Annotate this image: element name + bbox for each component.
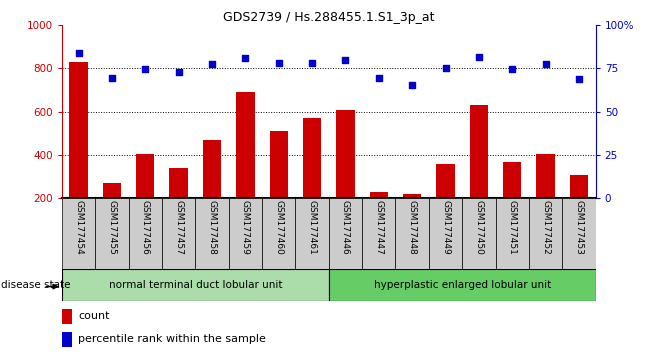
Bar bbox=[62, 309, 72, 324]
Bar bbox=[370, 192, 388, 198]
Text: percentile rank within the sample: percentile rank within the sample bbox=[78, 335, 266, 344]
Bar bbox=[70, 62, 88, 198]
Bar bbox=[270, 131, 288, 198]
Point bbox=[574, 76, 584, 82]
Bar bbox=[236, 92, 255, 198]
Bar bbox=[403, 194, 421, 198]
Text: GSM177457: GSM177457 bbox=[174, 200, 183, 255]
Text: count: count bbox=[78, 312, 109, 321]
Bar bbox=[329, 269, 596, 301]
Point bbox=[240, 55, 251, 61]
Bar bbox=[229, 198, 262, 269]
Text: GSM177454: GSM177454 bbox=[74, 200, 83, 255]
Bar bbox=[429, 198, 462, 269]
Bar bbox=[62, 269, 329, 301]
Point bbox=[107, 75, 117, 81]
Bar bbox=[136, 154, 154, 198]
Bar bbox=[396, 198, 429, 269]
Point bbox=[374, 75, 384, 81]
Bar bbox=[162, 198, 195, 269]
Point bbox=[540, 61, 551, 67]
Bar bbox=[62, 332, 72, 347]
Bar bbox=[195, 198, 229, 269]
Point bbox=[207, 61, 217, 67]
Text: normal terminal duct lobular unit: normal terminal duct lobular unit bbox=[109, 280, 282, 290]
Bar bbox=[262, 198, 296, 269]
Bar bbox=[296, 198, 329, 269]
Bar bbox=[337, 110, 355, 198]
Text: GSM177460: GSM177460 bbox=[274, 200, 283, 255]
Text: GSM177448: GSM177448 bbox=[408, 200, 417, 255]
Bar bbox=[495, 198, 529, 269]
Text: GSM177449: GSM177449 bbox=[441, 200, 450, 255]
Text: GSM177459: GSM177459 bbox=[241, 200, 250, 255]
Title: GDS2739 / Hs.288455.1.S1_3p_at: GDS2739 / Hs.288455.1.S1_3p_at bbox=[223, 11, 434, 24]
Point bbox=[140, 67, 150, 72]
Text: GSM177446: GSM177446 bbox=[341, 200, 350, 255]
Bar bbox=[362, 198, 396, 269]
Bar bbox=[169, 168, 187, 198]
Point bbox=[340, 57, 351, 63]
Point bbox=[173, 69, 184, 75]
Bar bbox=[203, 140, 221, 198]
Bar bbox=[95, 198, 129, 269]
Bar bbox=[536, 154, 555, 198]
Text: disease state: disease state bbox=[1, 280, 71, 290]
Text: GSM177461: GSM177461 bbox=[307, 200, 316, 255]
Text: GSM177456: GSM177456 bbox=[141, 200, 150, 255]
Text: hyperplastic enlarged lobular unit: hyperplastic enlarged lobular unit bbox=[374, 280, 551, 290]
Text: GSM177455: GSM177455 bbox=[107, 200, 117, 255]
Point bbox=[507, 66, 518, 72]
Bar bbox=[436, 164, 454, 198]
Text: GSM177447: GSM177447 bbox=[374, 200, 383, 255]
Text: GSM177453: GSM177453 bbox=[574, 200, 583, 255]
Text: GSM177458: GSM177458 bbox=[208, 200, 217, 255]
Text: GSM177451: GSM177451 bbox=[508, 200, 517, 255]
Bar bbox=[329, 198, 362, 269]
Point bbox=[407, 82, 417, 88]
Bar bbox=[303, 118, 321, 198]
Bar bbox=[470, 104, 488, 198]
Point bbox=[273, 61, 284, 66]
Point bbox=[307, 61, 317, 66]
Bar bbox=[529, 198, 562, 269]
Text: GSM177450: GSM177450 bbox=[475, 200, 484, 255]
Point bbox=[440, 65, 450, 71]
Point bbox=[474, 55, 484, 60]
Text: GSM177452: GSM177452 bbox=[541, 200, 550, 255]
Bar bbox=[128, 198, 162, 269]
Bar bbox=[570, 175, 588, 198]
Point bbox=[74, 50, 84, 56]
Bar bbox=[462, 198, 495, 269]
Bar bbox=[503, 162, 521, 198]
Bar bbox=[103, 183, 121, 198]
Bar bbox=[62, 198, 95, 269]
Bar bbox=[562, 198, 596, 269]
